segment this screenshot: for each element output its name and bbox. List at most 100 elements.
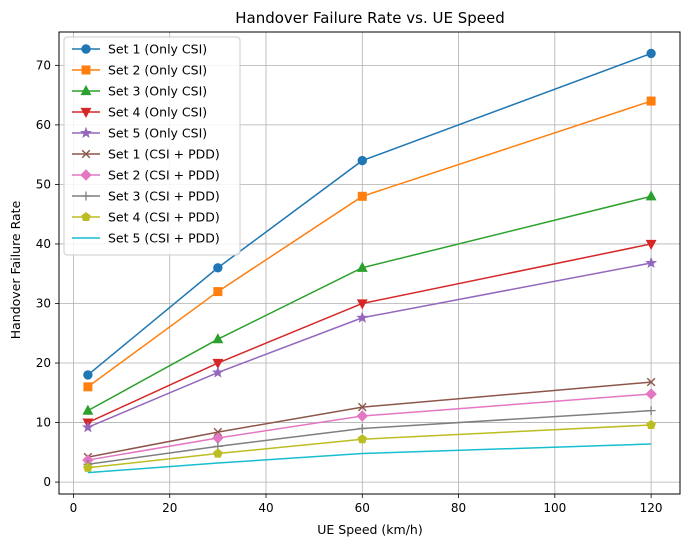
series-line — [87, 262, 652, 429]
legend-marker — [81, 44, 91, 54]
legend-label: Set 3 (Only CSI) — [108, 84, 207, 99]
legend-item: Set 1 (Only CSI) — [72, 42, 207, 57]
legend-label: Set 4 (CSI + PDD) — [108, 210, 220, 225]
legend-marker — [80, 107, 92, 119]
legend-item: Set 3 (CSI + PDD) — [72, 189, 220, 204]
data-point — [211, 366, 224, 378]
data-point — [212, 358, 224, 370]
x-tick-label: 80 — [451, 501, 466, 515]
data-point — [646, 419, 656, 429]
legend-label: Set 2 (Only CSI) — [108, 63, 207, 78]
x-tick-label: 0 — [70, 501, 78, 515]
series-2 — [83, 96, 656, 392]
data-point — [645, 256, 658, 269]
data-point — [356, 410, 368, 422]
x-tick-label: 20 — [162, 501, 177, 515]
series-line — [87, 100, 652, 388]
data-point — [213, 287, 223, 297]
legend-label: Set 5 (CSI + PDD) — [108, 231, 220, 246]
series-9 — [83, 419, 656, 472]
y-tick-label: 70 — [36, 58, 51, 72]
data-point — [212, 432, 224, 444]
series-line — [87, 409, 652, 465]
y-tick-label: 50 — [36, 177, 51, 191]
series-line — [87, 243, 652, 424]
data-point — [212, 333, 224, 344]
data-point — [357, 155, 367, 166]
x-axis-label: UE Speed (km/h) — [317, 522, 422, 537]
x-tick-label: 60 — [355, 501, 370, 515]
series-line — [87, 424, 652, 469]
legend-marker — [81, 65, 91, 75]
legend-label: Set 4 (Only CSI) — [108, 105, 207, 120]
data-point — [83, 370, 93, 380]
series-line — [87, 443, 652, 474]
data-point — [357, 191, 367, 201]
legend-marker — [80, 84, 92, 96]
data-point — [645, 190, 657, 201]
series-line — [87, 381, 652, 458]
legend-label: Set 1 (Only CSI) — [108, 42, 207, 57]
legend: Set 1 (Only CSI) Set 2 (Only CSI) Set 3 (O… — [63, 36, 241, 256]
legend-marker — [80, 126, 92, 139]
series-line — [87, 393, 652, 461]
y-tick-label: 60 — [36, 118, 51, 132]
y-tick-label: 20 — [36, 356, 51, 370]
data-point — [357, 402, 367, 412]
y-tick-label: 0 — [43, 475, 51, 489]
y-tick-label: 40 — [36, 237, 51, 251]
data-point — [213, 427, 223, 437]
legend-marker — [80, 169, 92, 181]
data-point — [357, 434, 368, 444]
legend-marker — [81, 211, 91, 222]
plot-frame — [58, 31, 681, 495]
data-point — [646, 377, 656, 387]
data-point — [213, 448, 223, 458]
legend-item: Set 4 (CSI + PDD) — [72, 210, 220, 225]
data-point — [646, 48, 656, 59]
data-point — [81, 421, 94, 433]
legend-item: Set 4 (Only CSI) — [72, 105, 207, 120]
y-tick-label: 30 — [36, 296, 51, 310]
tick-layer: 0 20 40 60 80 100 120 0 10 20 30 40 50 60 70 — [36, 58, 663, 515]
data-point — [82, 404, 94, 415]
y-axis-label: Handover Failure Rate — [8, 200, 23, 339]
data-point — [83, 382, 93, 392]
legend-label: Set 1 (CSI + PDD) — [108, 147, 220, 162]
x-tick-label: 40 — [258, 501, 273, 515]
legend-marker — [81, 149, 91, 159]
data-point — [645, 388, 657, 400]
legend-marker — [81, 191, 91, 201]
series-6 — [83, 377, 656, 462]
series-line — [87, 52, 652, 376]
legend-label: Set 2 (CSI + PDD) — [108, 168, 220, 183]
legend-item: Set 3 (Only CSI) — [72, 84, 207, 99]
legend-box — [63, 36, 241, 256]
data-point — [356, 299, 368, 310]
legend-item: Set 1 (CSI + PDD) — [72, 147, 220, 162]
series-10 — [87, 443, 652, 474]
data-point — [357, 424, 367, 434]
x-tick-label: 100 — [543, 501, 566, 515]
legend-item: Set 5 (Only CSI) — [72, 126, 207, 141]
legend-label: Set 5 (Only CSI) — [108, 126, 207, 141]
legend-item: Set 5 (CSI + PDD) — [72, 231, 220, 246]
series-line — [87, 195, 652, 412]
data-point — [356, 311, 369, 323]
data-point — [213, 263, 223, 273]
series-3 — [82, 190, 657, 415]
data-point — [646, 96, 656, 106]
legend-item: Set 2 (CSI + PDD) — [72, 168, 220, 183]
legend-item: Set 2 (Only CSI) — [72, 63, 207, 78]
y-tick-label: 10 — [36, 416, 51, 430]
x-tick-label: 120 — [640, 501, 663, 515]
data-point — [356, 261, 368, 272]
chart-title: Handover Failure Rate vs. UE Speed — [235, 9, 504, 27]
legend-label: Set 3 (CSI + PDD) — [108, 189, 220, 204]
series-layer — [81, 48, 658, 474]
series-1 — [83, 48, 656, 380]
data-point — [645, 239, 657, 251]
data-point — [83, 462, 93, 472]
data-point — [646, 406, 656, 416]
